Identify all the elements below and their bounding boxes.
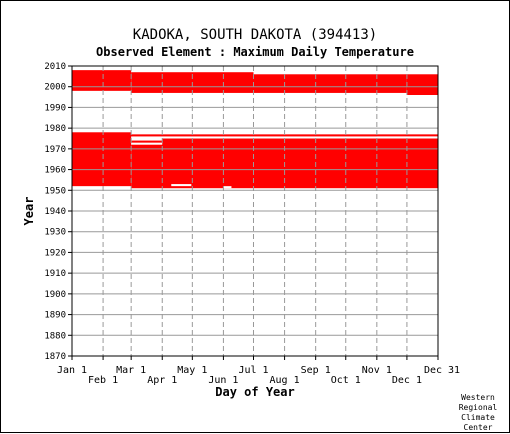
x-tick-label: May 1 — [177, 365, 207, 376]
grid-lines — [72, 66, 438, 356]
data-block — [406, 74, 438, 95]
y-tick-label: 1940 — [44, 207, 66, 217]
x-axis: Jan 1 Mar 1 May 1 Jul 1 Sep 1 Nov 1 Dec 31 Feb … — [57, 356, 460, 386]
x-tick-label: Nov 1 — [362, 365, 392, 376]
data-block — [72, 70, 132, 91]
y-tick-label: 1870 — [44, 352, 66, 362]
y-tick-label: 1970 — [44, 145, 66, 155]
credit-line: Center — [464, 423, 493, 432]
y-tick-label: 1990 — [44, 103, 66, 113]
y-axis: 1870 1880 1890 1900 1910 1920 1930 1940 1950 1960… — [44, 62, 72, 362]
y-tick-label: 1920 — [44, 248, 66, 258]
data-block — [72, 132, 132, 187]
x-axis-label: Day of Year — [215, 385, 294, 399]
credit-line: Western — [461, 393, 495, 402]
data-gap — [223, 186, 232, 189]
chart-title: KADOKA, SOUTH DAKOTA (394413) — [133, 27, 377, 43]
y-tick-label: 1960 — [44, 166, 66, 176]
x-tick-label: Dec 31 — [424, 365, 460, 376]
data-block — [72, 134, 438, 137]
data-gap — [131, 142, 163, 145]
x-tick-label: Jun 1 — [208, 375, 238, 386]
y-tick-label: 2010 — [44, 62, 66, 72]
y-tick-label: 2000 — [44, 83, 66, 93]
data-block — [253, 74, 407, 93]
y-axis-label: Year — [22, 197, 36, 226]
x-tick-label: Feb 1 — [88, 375, 118, 386]
chart-subtitle: Observed Element : Maximum Daily Tempera… — [96, 45, 414, 59]
y-tick-label: 1900 — [44, 290, 66, 300]
x-tick-label: Jan 1 — [57, 365, 87, 376]
data-gap — [376, 136, 438, 139]
credit-line: Climate — [461, 413, 495, 422]
data-gap — [131, 138, 163, 141]
x-tick-label: Apr 1 — [147, 375, 177, 386]
x-tick-label: Oct 1 — [331, 375, 361, 386]
data-gap — [171, 184, 192, 187]
credit-line: Regional — [459, 403, 498, 412]
x-tick-label: Mar 1 — [116, 365, 146, 376]
y-tick-label: 1930 — [44, 228, 66, 238]
y-tick-label: 1880 — [44, 331, 66, 341]
y-tick-label: 1890 — [44, 311, 66, 321]
y-tick-label: 1980 — [44, 124, 66, 134]
x-tick-label: Aug 1 — [270, 375, 300, 386]
x-tick-label: Sep 1 — [301, 365, 331, 376]
x-tick-label: Dec 1 — [392, 375, 422, 386]
data-blocks — [72, 70, 439, 189]
y-tick-label: 1950 — [44, 186, 66, 196]
y-tick-label: 1910 — [44, 269, 66, 279]
x-tick-label: Jul 1 — [238, 365, 268, 376]
